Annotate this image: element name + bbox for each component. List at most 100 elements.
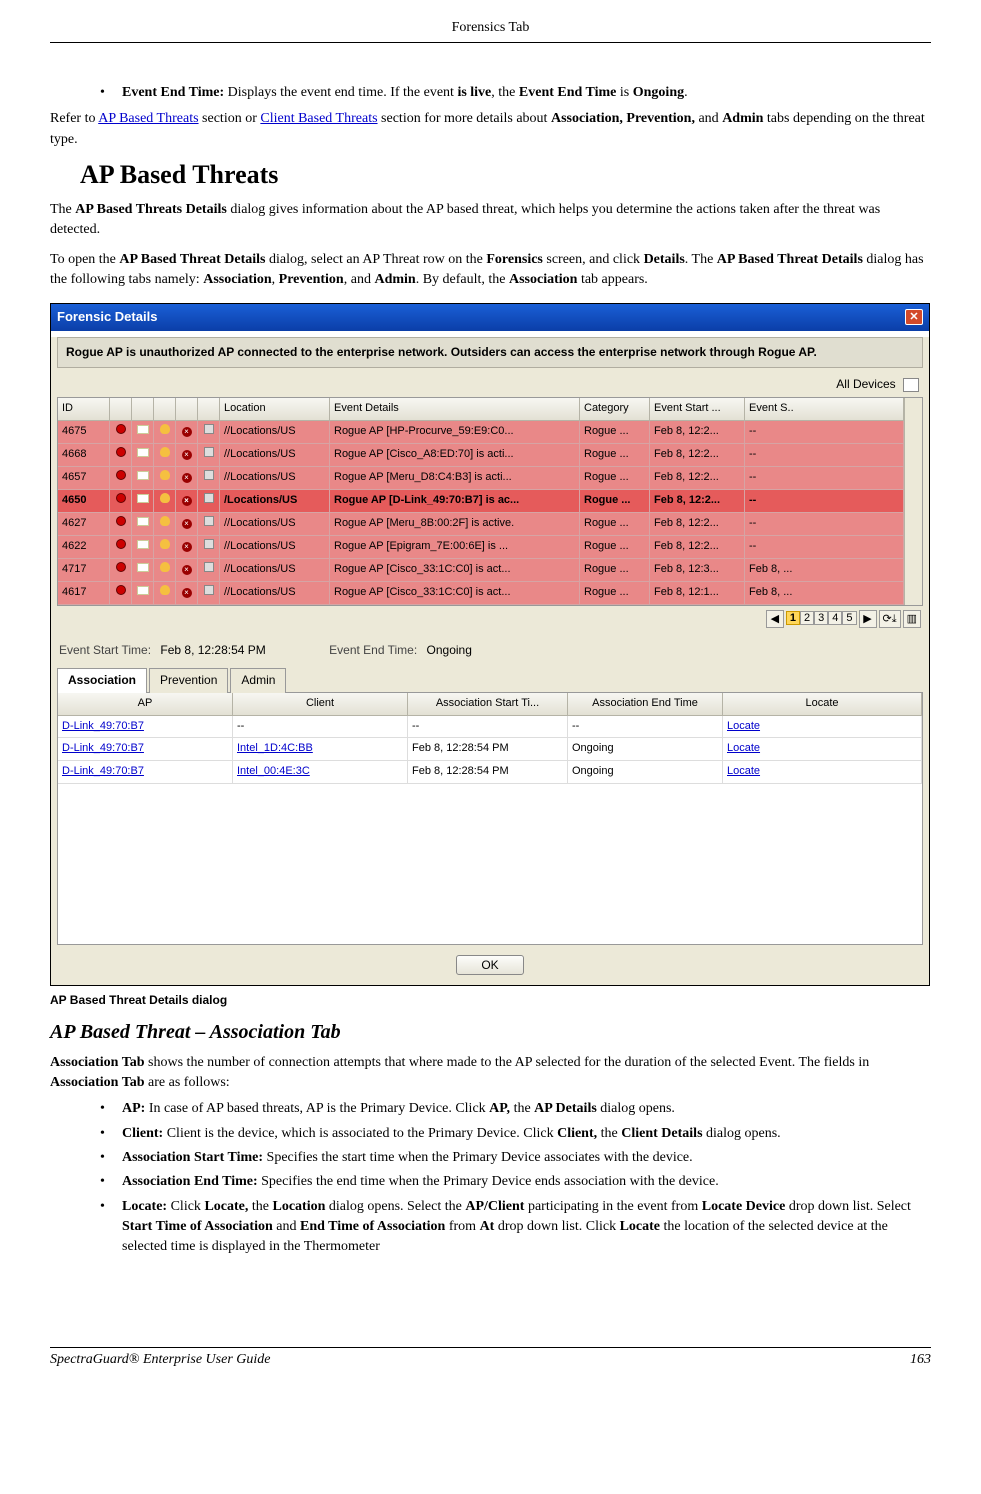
delete-icon: × [176,582,198,605]
scrollbar-cell[interactable] [904,467,922,490]
pager-next[interactable]: ▶ [859,610,877,628]
assoc-col-client[interactable]: Client [233,693,408,716]
cell-id: 4617 [58,582,110,605]
table-row[interactable]: 4627×//Locations/USRogue AP [Meru_8B:00:… [58,513,922,536]
association-grid: AP Client Association Start Ti... Associ… [57,692,923,946]
table-row[interactable]: 4675×//Locations/USRogue AP [HP-Procurve… [58,421,922,444]
alert-icon [154,559,176,582]
bullet-marker: • [100,1124,122,1144]
delete-icon: × [176,467,198,490]
scrollbar-cell[interactable] [904,582,922,605]
tab-prevention[interactable]: Prevention [149,668,228,692]
tab-association[interactable]: Association [57,668,147,692]
col-end[interactable]: Event S.. [745,398,904,421]
bullet-text: Association Start Time: Specifies the st… [122,1148,931,1168]
delete-icon: × [176,513,198,536]
assoc-ap: D-Link_49:70:B7 [58,738,233,761]
ok-button[interactable]: OK [456,955,523,975]
header-title: Forensics Tab [452,20,530,35]
bullet-text: Client: Client is the device, which is a… [122,1124,931,1144]
bullet-marker: • [100,83,122,103]
severity-icon [110,421,132,444]
col-details[interactable]: Event Details [330,398,580,421]
locate-link[interactable]: Locate [727,765,760,777]
assoc-col-end[interactable]: Association End Time [568,693,723,716]
pager-page[interactable]: 4 [828,611,842,625]
col-icon-3 [154,398,176,421]
locate-link[interactable]: Locate [727,742,760,754]
pager-page[interactable]: 5 [842,611,856,625]
ap-link[interactable]: D-Link_49:70:B7 [62,742,144,754]
scrollbar-cell[interactable] [904,559,922,582]
tab-admin[interactable]: Admin [230,668,286,692]
ap-link[interactable]: D-Link_49:70:B7 [62,765,144,777]
field-bullet: •Locate: Click Locate, the Location dial… [100,1197,931,1258]
mail-icon [132,421,154,444]
bullet-text: Event End Time: Displays the event end t… [122,83,931,103]
col-start[interactable]: Event Start ... [650,398,745,421]
mail-icon [132,513,154,536]
pager-page[interactable]: 1 [786,611,800,625]
grid-header: ID Location Event Details Category Event… [58,398,922,421]
assoc-col-locate[interactable]: Locate [723,693,922,716]
client-link[interactable]: Intel_00:4E:3C [237,765,310,777]
mail-icon [132,444,154,467]
delete-icon: × [176,421,198,444]
col-id[interactable]: ID [58,398,110,421]
link-ap-based-threats[interactable]: AP Based Threats [98,111,198,126]
scrollbar-cell[interactable] [904,513,922,536]
table-row[interactable]: 4657×//Locations/USRogue AP [Meru_D8:C4:… [58,467,922,490]
link-client-based-threats[interactable]: Client Based Threats [260,111,377,126]
bullet-marker: • [100,1099,122,1119]
cell-details: Rogue AP [Epigram_7E:00:6E] is ... [330,536,580,559]
scrollbar-cell[interactable] [904,444,922,467]
cell-end: -- [745,421,904,444]
assoc-row[interactable]: D-Link_49:70:B7Intel_00:4E:3CFeb 8, 12:2… [58,761,922,784]
scrollbar-cell[interactable] [904,421,922,444]
col-location[interactable]: Location [220,398,330,421]
filter-icon[interactable] [903,378,919,392]
table-row[interactable]: 4668×//Locations/USRogue AP [Cisco_A8:ED… [58,444,922,467]
assoc-ap: D-Link_49:70:B7 [58,716,233,739]
scrollbar-cell[interactable] [904,536,922,559]
dialog-titlebar: Forensic Details ✕ [51,304,929,331]
severity-icon [110,559,132,582]
field-bullet: •AP: In case of AP based threats, AP is … [100,1099,931,1119]
severity-icon [110,513,132,536]
pager-page[interactable]: 3 [814,611,828,625]
pager-prev[interactable]: ◀ [766,610,784,628]
page-header: Forensics Tab [50,20,931,43]
assoc-client: Intel_00:4E:3C [233,761,408,784]
ack-icon [198,582,220,605]
table-row[interactable]: 4617×//Locations/USRogue AP [Cisco_33:1C… [58,582,922,605]
device-filter: All Devices [51,374,929,397]
cell-id: 4668 [58,444,110,467]
col-category[interactable]: Category [580,398,650,421]
alert-icon [154,513,176,536]
close-icon[interactable]: ✕ [905,309,923,325]
pager-page[interactable]: 2 [800,611,814,625]
assoc-row[interactable]: D-Link_49:70:B7------Locate [58,716,922,739]
cell-category: Rogue ... [580,582,650,605]
assoc-start: -- [408,716,568,739]
assoc-col-start[interactable]: Association Start Ti... [408,693,568,716]
assoc-row[interactable]: D-Link_49:70:B7Intel_1D:4C:BBFeb 8, 12:2… [58,738,922,761]
ack-icon [198,536,220,559]
locate-link[interactable]: Locate [727,720,760,732]
pager-refresh[interactable]: ⟳⤓ [879,610,901,628]
cell-category: Rogue ... [580,536,650,559]
field-bullet: •Association Start Time: Specifies the s… [100,1148,931,1168]
bullet-text: AP: In case of AP based threats, AP is t… [122,1099,931,1119]
ap-link[interactable]: D-Link_49:70:B7 [62,720,144,732]
table-row[interactable]: 4717×//Locations/USRogue AP [Cisco_33:1C… [58,559,922,582]
assoc-col-ap[interactable]: AP [58,693,233,716]
footer-right: 163 [910,1352,931,1368]
cell-end: -- [745,444,904,467]
event-start-label: Event Start Time: [59,643,151,657]
table-row[interactable]: 4622×//Locations/USRogue AP [Epigram_7E:… [58,536,922,559]
client-link[interactable]: Intel_1D:4C:BB [237,742,313,754]
assoc-client: -- [233,716,408,739]
table-row[interactable]: 4650×/Locations/USRogue AP [D-Link_49:70… [58,490,922,513]
pager-export[interactable]: ▥ [903,610,921,628]
scrollbar-cell[interactable] [904,490,922,513]
